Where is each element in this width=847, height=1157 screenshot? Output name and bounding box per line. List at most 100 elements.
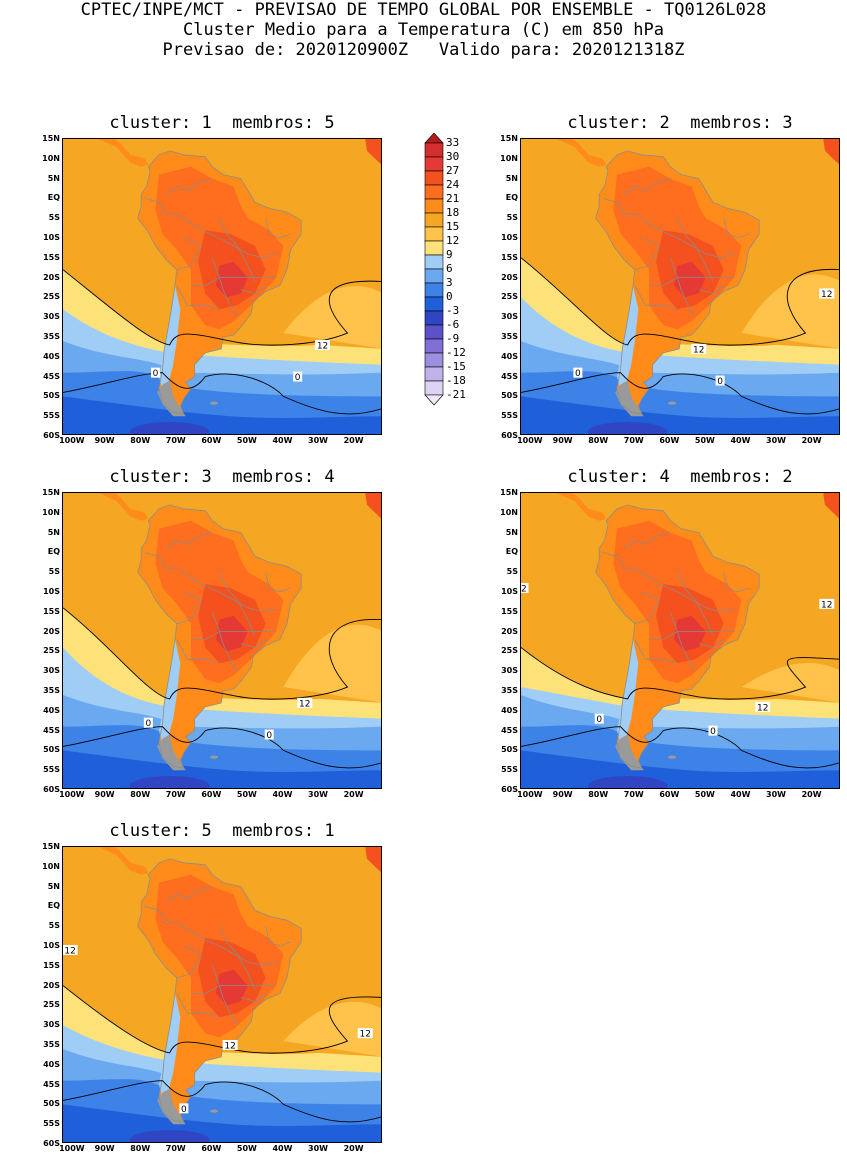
map-canvas: 12 12 12 0 0 xyxy=(521,493,839,788)
lat-tick-label: 15N xyxy=(42,488,60,497)
africa-land xyxy=(365,493,381,519)
map-panel-cluster-3: 12 0 0 xyxy=(62,492,382,789)
contour-label: 12 xyxy=(819,288,835,300)
contour-label: 0 xyxy=(293,371,303,383)
colorbar-swatch xyxy=(424,212,444,228)
africa-land xyxy=(365,847,381,873)
colorbar-swatch xyxy=(424,282,444,298)
lat-tick-label: 25S xyxy=(501,292,518,302)
colorbar-tick-label: 3 xyxy=(446,276,453,289)
central-america-land xyxy=(556,493,607,521)
contour-label: 12 xyxy=(222,1040,238,1052)
band-neg3-0 xyxy=(521,396,839,434)
band-12-15-east xyxy=(283,286,381,349)
lat-tick-label: 55S xyxy=(501,765,518,775)
lat-tick-label: 30S xyxy=(43,666,60,676)
contour-label: 12 xyxy=(521,583,529,595)
lat-tick-label: 10S xyxy=(43,587,60,596)
map-canvas: 12 0 0 xyxy=(63,493,381,788)
contour-label: 0 xyxy=(594,713,604,725)
cold-patch xyxy=(587,422,668,434)
svg-text:12: 12 xyxy=(821,290,832,300)
lon-tick-label: 20W xyxy=(343,790,364,799)
lat-tick-label: 10S xyxy=(43,233,60,242)
lat-tick-label: 30S xyxy=(501,312,518,322)
contour-label: 0 xyxy=(150,367,160,379)
contour-label: 0 xyxy=(264,729,274,741)
hot-zone-27c xyxy=(673,261,706,298)
lat-tick-label: 15S xyxy=(43,252,60,262)
colorbar-swatch xyxy=(424,254,444,270)
lat-tick-label: 20S xyxy=(43,980,60,990)
lat-tick-label: 5S xyxy=(506,567,518,577)
lon-tick-label: 40W xyxy=(730,436,751,445)
colorbar-tick-label: 33 xyxy=(446,136,460,149)
map-panel-cluster-1: 12 0 0 xyxy=(62,138,382,435)
lat-tick-label: 50S xyxy=(43,1099,60,1109)
colorbar-swatch xyxy=(424,142,444,158)
colorbar-tick-label: -6 xyxy=(446,318,460,331)
map-panel-cluster-2: 12 12 0 0 xyxy=(520,138,840,435)
lon-tick-label: 50W xyxy=(236,790,257,799)
lat-tick-label: 15S xyxy=(43,960,60,970)
lon-tick-label: 80W xyxy=(130,790,151,799)
andes-cold-strip xyxy=(617,639,639,767)
lat-tick-label: 30S xyxy=(501,666,518,676)
political-boundaries xyxy=(595,150,760,415)
lat-tick-label: 60S xyxy=(43,1139,60,1148)
lat-tick-label: 10N xyxy=(42,861,60,871)
colorbar-bottom-arrow xyxy=(424,394,444,406)
lon-tick-label: 30W xyxy=(766,436,786,445)
lat-tick-label: 10N xyxy=(500,153,518,163)
lat-tick-label: 25S xyxy=(43,1000,60,1010)
lon-tick-label: 70W xyxy=(165,436,186,445)
lat-tick-label: 50S xyxy=(501,391,518,401)
lon-tick-label: 90W xyxy=(552,436,573,445)
lon-tick-label: 60W xyxy=(201,1144,222,1153)
svg-text:0: 0 xyxy=(710,727,716,737)
central-america-land xyxy=(556,139,607,167)
lon-tick-label: 50W xyxy=(694,436,715,445)
lon-tick-label: 30W xyxy=(308,790,328,799)
figure-title-line-2: Cluster Medio para a Temperatura (C) em … xyxy=(182,20,665,40)
lon-tick-label: 50W xyxy=(236,436,257,445)
panel-title-cluster-5: cluster: 5 membros: 1 xyxy=(109,821,335,841)
band-12-15-east xyxy=(283,1001,381,1057)
lon-tick-label: 90W xyxy=(94,790,115,799)
svg-text:12: 12 xyxy=(757,703,768,713)
lat-tick-label: 45S xyxy=(501,725,518,735)
band-12-15-east xyxy=(741,662,839,703)
lat-tick-label: 20S xyxy=(501,272,518,282)
lat-tick-label: EQ xyxy=(47,901,60,911)
band-12-15-east xyxy=(741,274,839,349)
lat-tick-label: 55S xyxy=(43,765,60,775)
colorbar-tick-label: 12 xyxy=(446,234,460,247)
africa-land xyxy=(823,493,839,519)
falkland-islands xyxy=(210,755,219,759)
lat-tick-label: 5N xyxy=(47,173,60,183)
lon-tick-label: 30W xyxy=(766,790,786,799)
lat-tick-label: 5S xyxy=(48,921,60,931)
lat-tick-label: 5S xyxy=(48,213,60,223)
band-neg3-0 xyxy=(63,750,381,788)
colorbar-swatch xyxy=(424,310,444,326)
lon-tick-label: 80W xyxy=(588,436,609,445)
lon-tick-label: 40W xyxy=(272,1144,293,1153)
lat-tick-label: 35S xyxy=(43,332,60,341)
svg-text:12: 12 xyxy=(64,946,75,956)
lon-tick-label: 60W xyxy=(201,436,222,445)
lon-tick-label: 20W xyxy=(343,436,364,445)
political-boundaries xyxy=(137,504,302,769)
lon-tick-label: 100W xyxy=(59,790,85,799)
lon-tick-label: 80W xyxy=(588,790,609,799)
lat-tick-label: 5S xyxy=(506,213,518,223)
lon-tick-label: 20W xyxy=(801,436,822,445)
colorbar-tick-label: 30 xyxy=(446,150,460,163)
hot-zone-27c xyxy=(673,615,706,652)
lat-tick-label: 15N xyxy=(500,488,518,497)
colorbar-swatch xyxy=(424,366,444,382)
colorbar-tick-label: -9 xyxy=(446,332,460,345)
colorbar-swatch xyxy=(424,184,444,200)
colorbar-swatch xyxy=(424,170,444,186)
lat-tick-label: 25S xyxy=(43,292,60,302)
